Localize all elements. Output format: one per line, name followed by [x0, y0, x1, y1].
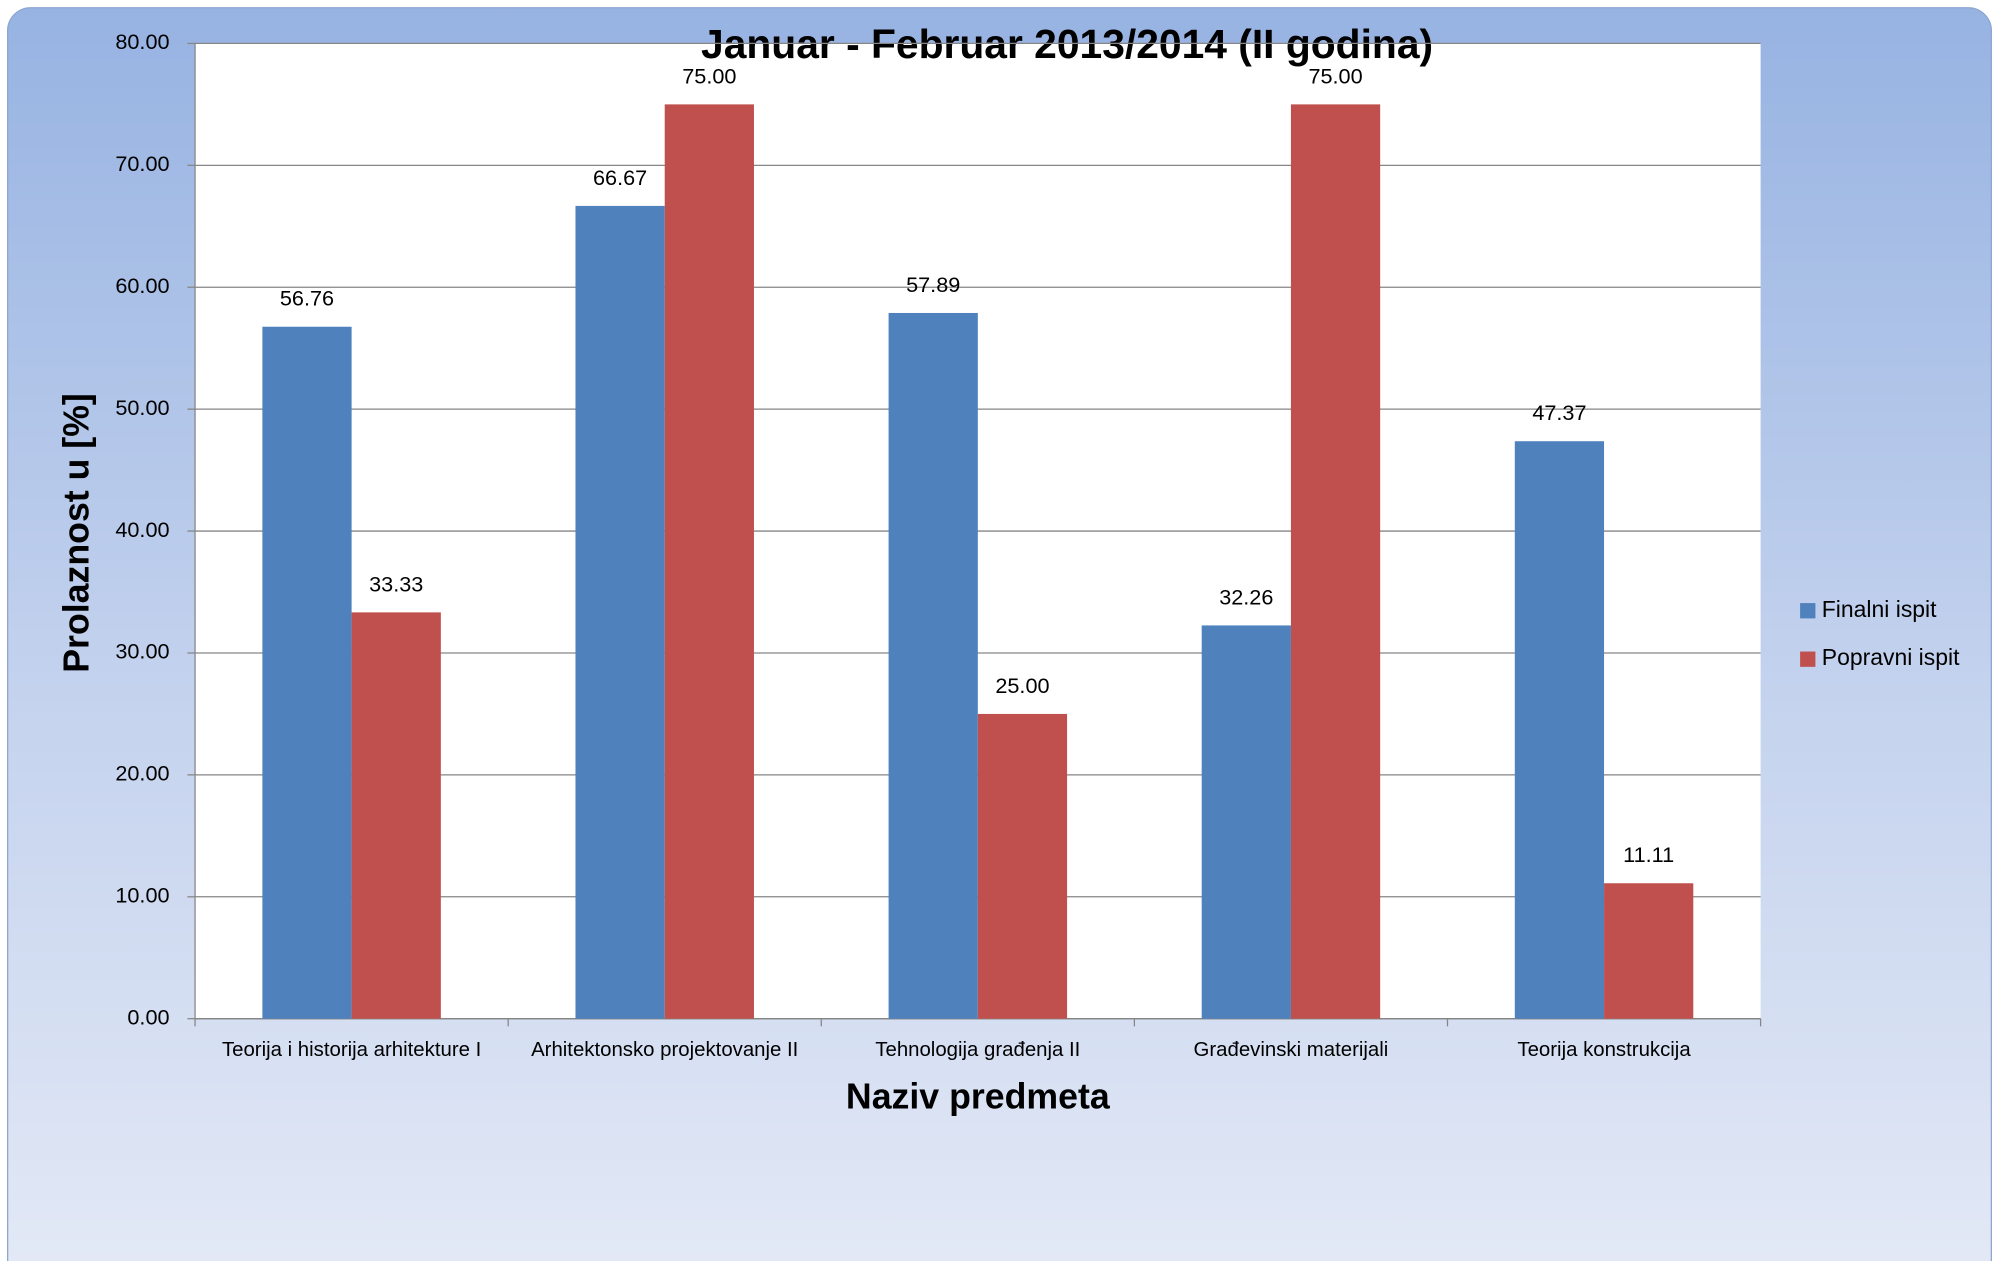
legend-label: Popravni ispit — [1822, 644, 1960, 670]
x-axis-label: Naziv predmeta — [846, 1076, 1111, 1116]
bar — [977, 713, 1068, 1019]
x-tick-label: Teorija konstrukcija — [1517, 1039, 1691, 1061]
y-axis-label: Prolaznost u [%] — [56, 393, 96, 673]
bar — [262, 326, 352, 1019]
y-tick-label: 70.00 — [115, 151, 169, 176]
y-tick-label: 20.00 — [115, 761, 169, 786]
data-label: 33.33 — [369, 571, 423, 596]
y-tick-label: 80.00 — [115, 29, 169, 54]
bar — [664, 104, 754, 1019]
x-tick-label: Arhitektonsko projektovanje II — [531, 1039, 798, 1061]
data-label: 57.89 — [906, 272, 960, 297]
y-tick-label: 10.00 — [115, 883, 169, 908]
y-tick-label: 50.00 — [115, 395, 169, 420]
bar — [1290, 104, 1381, 1019]
legend-label: Finalni ispit — [1822, 596, 1937, 622]
bar — [575, 205, 665, 1019]
data-label: 11.11 — [1623, 842, 1674, 867]
bar — [1604, 883, 1694, 1019]
x-tick-label: Građevinski materijali — [1194, 1039, 1389, 1061]
legend-swatch — [1800, 603, 1816, 619]
data-label: 32.26 — [1219, 584, 1273, 609]
bar — [888, 312, 978, 1019]
legend-swatch — [1800, 651, 1816, 667]
bar — [1201, 625, 1291, 1019]
bar — [1514, 441, 1605, 1019]
x-tick-label: Tehnologija građenja II — [875, 1039, 1080, 1061]
y-tick-label: 60.00 — [115, 273, 169, 298]
x-tick-label: Teorija i historija arhitekture I — [222, 1039, 481, 1061]
data-label: 75.00 — [682, 63, 736, 88]
y-tick-label: 0.00 — [127, 1004, 169, 1029]
data-label: 47.37 — [1532, 400, 1586, 425]
data-label: 25.00 — [995, 673, 1049, 698]
y-tick-label: 30.00 — [115, 639, 169, 664]
data-label: 66.67 — [593, 165, 647, 190]
data-label: 75.00 — [1308, 63, 1362, 88]
data-label: 56.76 — [280, 286, 334, 311]
y-tick-label: 40.00 — [115, 517, 169, 542]
bar — [351, 612, 441, 1019]
